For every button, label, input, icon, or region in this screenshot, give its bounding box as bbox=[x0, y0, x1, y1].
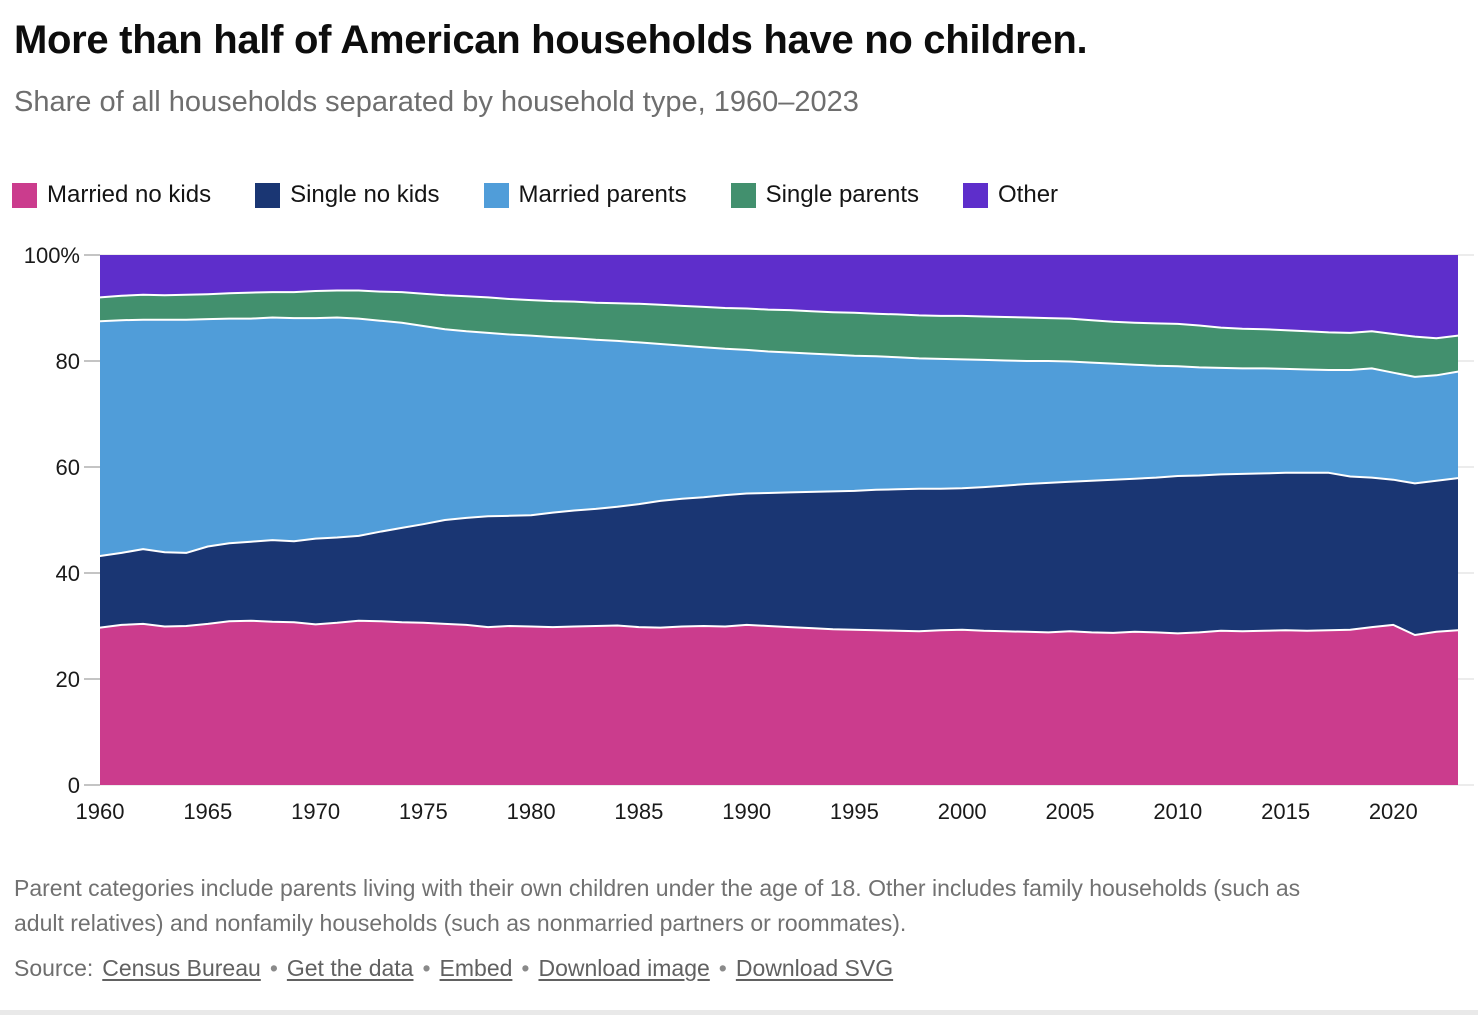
legend-swatch-single-parents bbox=[730, 182, 756, 208]
x-tick-label: 2005 bbox=[1046, 799, 1095, 824]
legend-label: Other bbox=[998, 181, 1059, 209]
area-boundary bbox=[99, 620, 1459, 637]
area-boundary bbox=[99, 472, 1459, 558]
y-tick-label: 100% bbox=[24, 243, 80, 268]
x-tick-label: 1960 bbox=[76, 799, 125, 824]
area-boundary bbox=[99, 289, 1459, 340]
page-title: More than half of American households ha… bbox=[14, 18, 1088, 62]
source-link-download-svg[interactable]: Download SVG bbox=[735, 955, 894, 982]
legend-label: Single parents bbox=[765, 181, 920, 209]
source-separator: • bbox=[269, 955, 278, 982]
area-single-no-kids bbox=[100, 473, 1458, 636]
x-tick-label: 2015 bbox=[1261, 799, 1310, 824]
source-link-embed[interactable]: Embed bbox=[439, 955, 513, 982]
y-tick-label: 0 bbox=[68, 773, 80, 798]
legend-label: Single no kids bbox=[290, 181, 440, 209]
stacked-area-chart: 0 20 40 60 80 100% 1960 1965 1970 1975 1980 1985 199… bbox=[24, 243, 1474, 824]
bottom-divider bbox=[0, 1010, 1478, 1015]
y-axis-labels: 0 20 40 60 80 100% bbox=[24, 243, 80, 798]
legend-swatch-single-no-kids bbox=[255, 182, 281, 208]
x-tick-label: 2020 bbox=[1369, 799, 1418, 824]
y-tick-label: 20 bbox=[56, 667, 80, 692]
legend-swatch-other bbox=[963, 182, 989, 208]
legend-item-single-no-kids: Single no kids bbox=[255, 181, 440, 209]
legend-item-married-no-kids: Married no kids bbox=[12, 181, 211, 209]
x-tick-label: 1975 bbox=[399, 799, 448, 824]
legend-swatch-married-no-kids bbox=[12, 182, 37, 208]
source-row: Source: Census Bureau • Get the data • Embed… bbox=[14, 955, 1464, 982]
x-tick-label: 1985 bbox=[614, 799, 663, 824]
x-tick-label: 1995 bbox=[830, 799, 879, 824]
source-separator: • bbox=[422, 955, 431, 982]
legend-label: Married parents bbox=[518, 181, 687, 209]
source-link-download-image[interactable]: Download image bbox=[538, 955, 710, 982]
area-other bbox=[100, 255, 1458, 339]
x-tick-label: 1965 bbox=[183, 799, 232, 824]
y-tick-label: 60 bbox=[56, 455, 80, 480]
source-links: Census Bureau • Get the data • Embed • Downloa… bbox=[102, 955, 893, 982]
x-axis-labels: 1960 1965 1970 1975 1980 1985 1990 1995 2000 2005… bbox=[76, 799, 1418, 824]
area-married-no-kids bbox=[100, 621, 1458, 786]
source-label: Source: bbox=[14, 955, 94, 982]
legend-item-other: Other bbox=[963, 181, 1058, 209]
x-tick-label: 1980 bbox=[507, 799, 556, 824]
source-link-census-bureau[interactable]: Census Bureau bbox=[102, 955, 261, 982]
source-separator: • bbox=[521, 955, 530, 982]
legend-swatch-married-parents bbox=[483, 182, 509, 208]
legend-label: Married no kids bbox=[47, 181, 212, 209]
y-tick-label: 40 bbox=[56, 561, 80, 586]
area-married-parents bbox=[100, 317, 1458, 557]
chart-subtitle: Share of all households separated by hou… bbox=[14, 86, 859, 118]
legend: Married no kids Single no kids Married par… bbox=[12, 181, 1478, 209]
y-tick-label: 80 bbox=[56, 349, 80, 374]
x-tick-label: 2010 bbox=[1153, 799, 1202, 824]
areas bbox=[100, 255, 1458, 786]
x-tick-label: 2000 bbox=[938, 799, 987, 824]
source-separator: • bbox=[718, 955, 727, 982]
x-tick-label: 1990 bbox=[722, 799, 771, 824]
footnote: Parent categories include parents living… bbox=[14, 875, 1301, 936]
legend-item-single-parents: Single parents bbox=[730, 181, 920, 209]
area-single-parents bbox=[100, 290, 1458, 378]
legend-item-married-parents: Married parents bbox=[483, 181, 687, 209]
area-boundaries bbox=[99, 289, 1459, 637]
source-link-get-the-data[interactable]: Get the data bbox=[286, 955, 414, 982]
x-tick-label: 1970 bbox=[291, 799, 340, 824]
area-boundary bbox=[99, 316, 1459, 379]
